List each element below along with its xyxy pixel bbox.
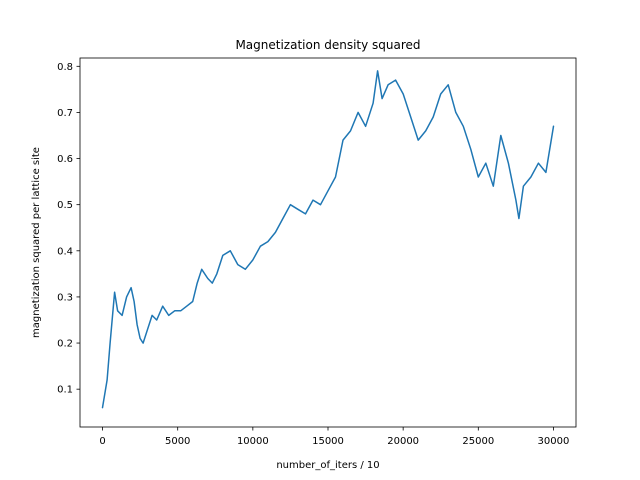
y-tick-label: 0.3: [57, 292, 73, 303]
series-line-0: [101, 70, 555, 409]
x-axis-ticks: 0 5000 10000 15000 20000 25000 30000: [99, 427, 569, 447]
plot-frame: [79, 57, 577, 428]
chart-title: Magnetization density squared: [235, 38, 420, 52]
x-tick-label: 20000: [387, 436, 419, 447]
x-tick-label: 10000: [237, 436, 269, 447]
y-tick-label: 0.7: [57, 108, 73, 119]
y-axis-label: magnetization squared per lattice site: [31, 147, 42, 338]
x-tick-label: 30000: [538, 436, 570, 447]
x-tick-label: 25000: [462, 436, 494, 447]
y-axis-ticks: 0.1 0.2 0.3 0.4 0.5 0.6 0.7 0.8: [57, 62, 80, 396]
x-tick-label: 0: [99, 436, 105, 447]
y-tick-label: 0.4: [57, 246, 73, 257]
y-tick-label: 0.1: [57, 385, 73, 396]
y-tick-label: 0.2: [57, 339, 73, 350]
y-tick-label: 0.5: [57, 200, 73, 211]
plot-area: [101, 70, 555, 409]
x-axis-label: number_of_iters / 10: [276, 460, 379, 471]
x-tick-label: 5000: [165, 436, 190, 447]
x-tick-label: 15000: [312, 436, 344, 447]
y-tick-label: 0.6: [57, 154, 73, 165]
y-tick-label: 0.8: [57, 62, 73, 73]
